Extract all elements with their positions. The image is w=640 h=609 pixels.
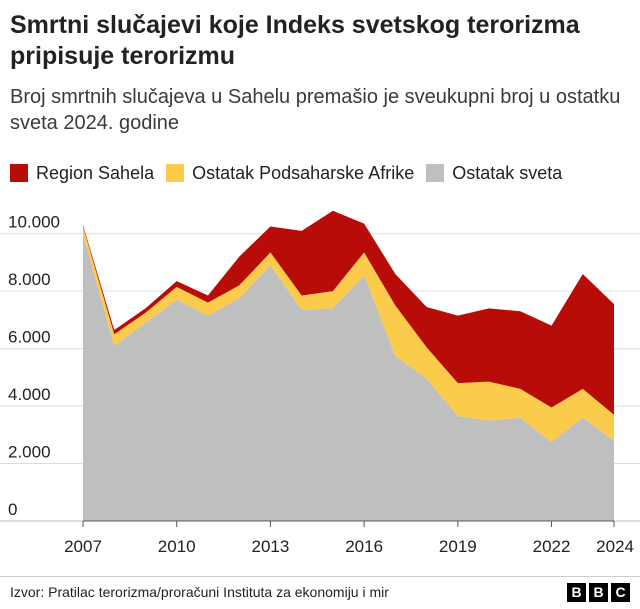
legend-label-sahel: Region Sahela xyxy=(36,162,155,183)
bbc-logo-letter: B xyxy=(567,583,586,602)
legend-swatch-subsaharan xyxy=(166,164,185,182)
x-tick-label: 2024 xyxy=(596,537,634,556)
x-tick-label: 2016 xyxy=(345,537,383,556)
area-sahel xyxy=(83,210,614,415)
legend-item-sahel: Region Sahela xyxy=(10,163,154,184)
legend-item-rest-of-world: Ostatak sveta xyxy=(426,163,562,184)
y-tick-label: 8.000 xyxy=(8,270,51,289)
legend-item-subsaharan: Ostatak Podsaharske Afrike xyxy=(166,163,414,184)
x-tick-label: 2019 xyxy=(439,537,477,556)
area-subsaharan xyxy=(83,226,614,442)
source-note: Izvor: Pratilac terorizma/proračuni Inst… xyxy=(10,584,389,600)
bbc-logo: B B C xyxy=(564,583,630,602)
area-chart: 0 2.000 4.000 6.000 8.000 10.000 2007 2010 2013 2… xyxy=(0,210,640,556)
legend: Region Sahela Ostatak Podsaharske Afrike… xyxy=(10,160,574,186)
footer-divider xyxy=(0,576,640,577)
legend-swatch-sahel xyxy=(10,164,28,182)
bbc-logo-letter: B xyxy=(589,583,608,602)
legend-swatch-rest-of-world xyxy=(426,164,445,182)
y-tick-label: 4.000 xyxy=(8,385,51,404)
x-tick-label: 2007 xyxy=(64,537,102,556)
y-tick-label: 0 xyxy=(8,500,17,519)
legend-label-subsaharan: Ostatak Podsaharske Afrike xyxy=(192,162,415,183)
x-tick-label: 2022 xyxy=(533,537,571,556)
chart-subtitle: Broj smrtnih slučajeva u Sahelu premašio… xyxy=(10,86,621,134)
legend-label-rest-of-world: Ostatak sveta xyxy=(452,162,563,183)
y-tick-label: 2.000 xyxy=(8,443,51,462)
chart-title: Smrtni slučajevi koje Indeks svetskog te… xyxy=(10,11,580,70)
x-tick-label: 2010 xyxy=(158,537,196,556)
y-tick-label: 6.000 xyxy=(8,328,51,347)
area-rest-of-world xyxy=(83,233,614,521)
x-tick-label: 2013 xyxy=(251,537,289,556)
bbc-logo-letter: C xyxy=(611,583,630,602)
y-tick-label: 10.000 xyxy=(8,213,60,232)
